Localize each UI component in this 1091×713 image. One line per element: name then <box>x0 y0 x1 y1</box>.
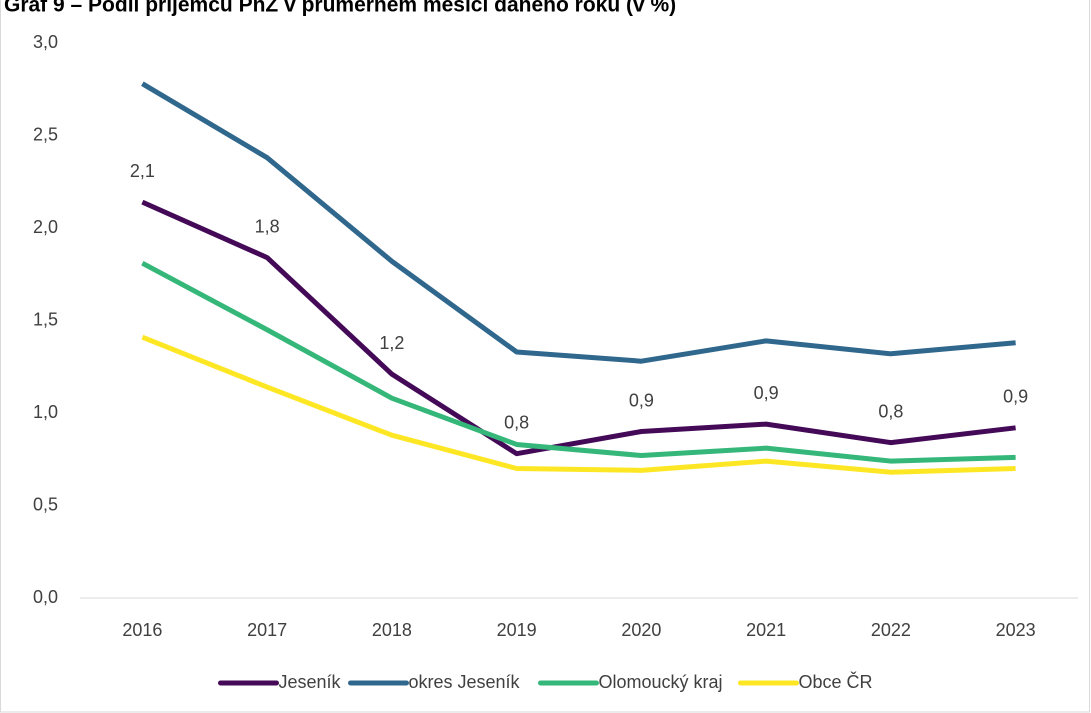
y-tick-label: 2,0 <box>33 217 58 237</box>
series-line <box>141 334 1016 475</box>
series-line <box>141 81 1016 364</box>
y-tick-label: 1,5 <box>33 309 58 329</box>
data-label: 0,9 <box>1003 387 1028 407</box>
y-tick-label: 0,5 <box>33 494 58 514</box>
y-tick-label: 1,0 <box>33 402 58 422</box>
data-label: 2,1 <box>130 161 155 181</box>
legend-label: Jeseník <box>279 672 342 692</box>
x-tick-label: 2018 <box>372 620 412 640</box>
x-tick-label: 2017 <box>247 620 287 640</box>
y-tick-label: 2,5 <box>33 124 58 144</box>
x-tick-label: 2020 <box>621 620 661 640</box>
x-tick-label: 2022 <box>871 620 911 640</box>
data-label: 1,2 <box>379 333 404 353</box>
data-label: 0,8 <box>878 401 903 421</box>
chart-title: Graf 9 – Podíl příjemců PnZ v průměrném … <box>4 0 676 17</box>
legend-label: okres Jeseník <box>409 672 521 692</box>
series-line <box>141 199 1016 457</box>
data-label: 0,9 <box>629 390 654 410</box>
data-label: 0,9 <box>754 383 779 403</box>
x-tick-label: 2019 <box>497 620 537 640</box>
y-tick-label: 3,0 <box>33 32 58 52</box>
series-line <box>141 260 1016 464</box>
y-tick-label: 0,0 <box>33 587 58 607</box>
x-tick-label: 2016 <box>122 620 162 640</box>
x-tick-label: 2023 <box>996 620 1036 640</box>
legend-label: Obce ČR <box>799 671 873 692</box>
data-label: 0,8 <box>504 412 529 432</box>
x-tick-label: 2021 <box>746 620 786 640</box>
legend-label: Olomoucký kraj <box>599 672 723 692</box>
data-label: 1,8 <box>255 216 280 236</box>
